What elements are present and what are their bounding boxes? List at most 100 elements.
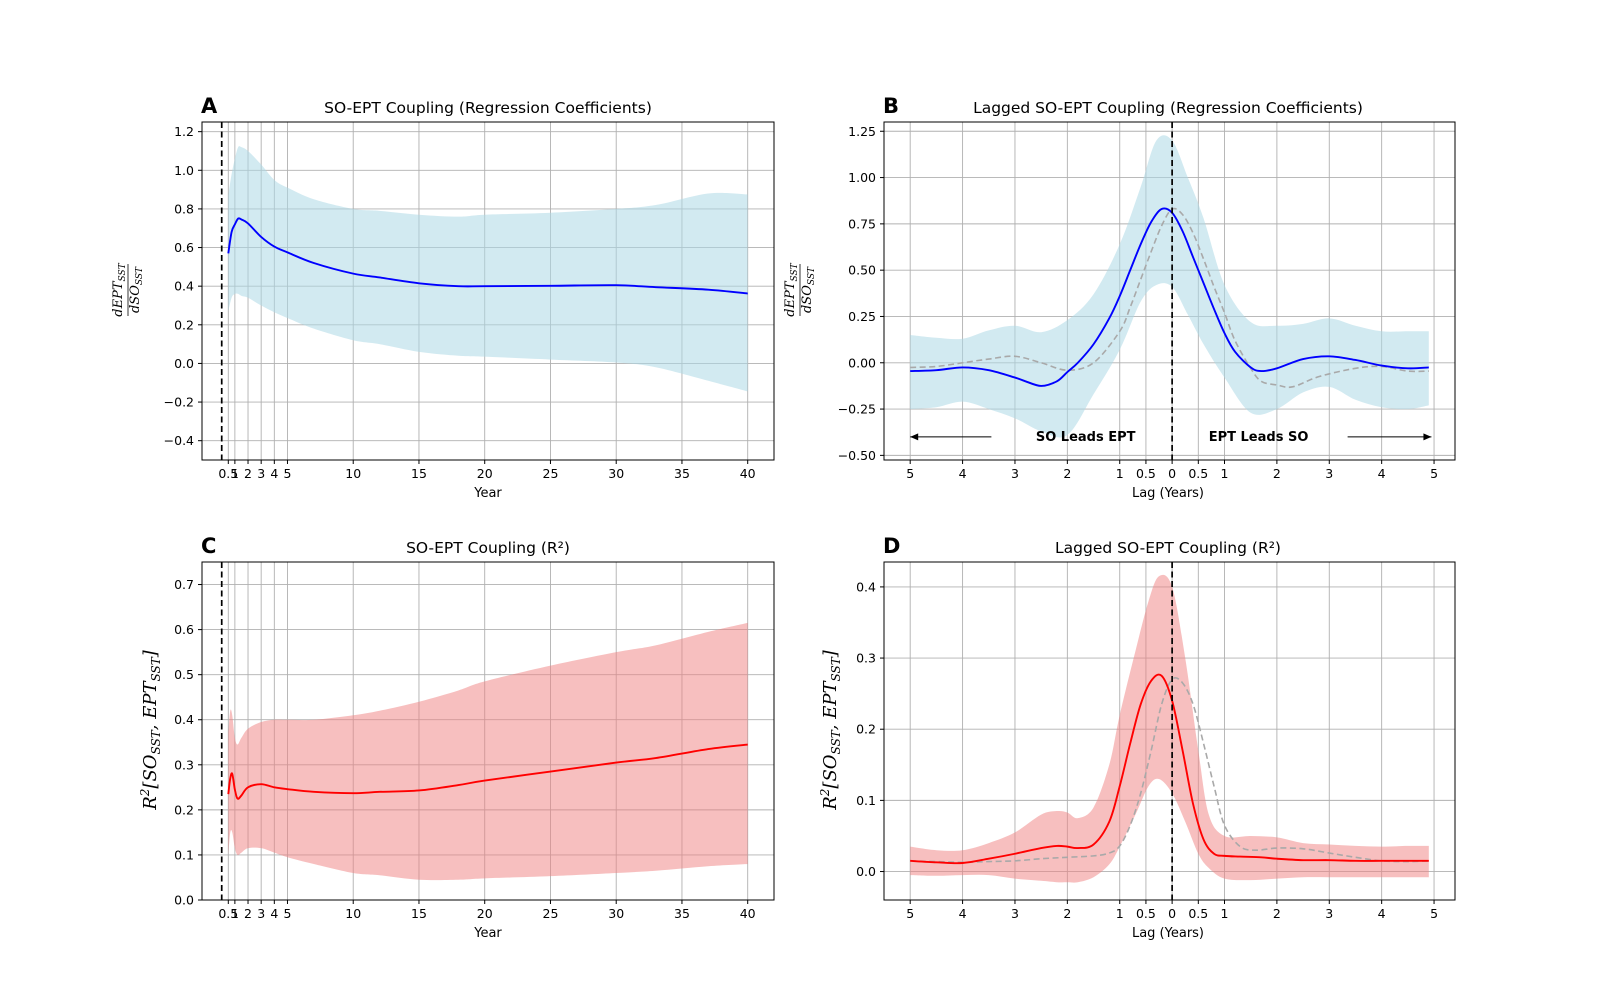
panel-c-x-tick-label: 2 [244,906,252,921]
panel-letter-c: C [201,534,216,558]
panel-b-confidence-band [910,135,1429,438]
panel-b-x-tick-label: 4 [959,466,967,481]
panel-b-x-tick-label: 4 [1378,466,1386,481]
panel-c-x-tick-label: 20 [477,906,493,921]
panel-b-x-tick-label: 5 [1430,466,1438,481]
panel-a-y-tick-label: 0.2 [174,317,194,332]
panel-b-mean-line [910,207,1429,387]
panel-b-x-tick-label: 5 [906,466,914,481]
panel-d-x-tick-label: 1 [1221,906,1229,921]
panel-a-x-tick-label: 15 [411,466,427,481]
panel-letter-a: A [201,94,218,118]
panel-c-mean-line [227,743,748,800]
panel-b-annotation: EPT Leads SO [1209,430,1309,445]
panel-c-x-tick-label: 1 [231,906,239,921]
panel-d-x-tick-label: 2 [1273,906,1281,921]
panel-d-x-tick-label: 3 [1011,906,1019,921]
panel-c-axes-frame [201,561,775,901]
panel-a-y-tick-label: 0.4 [174,279,194,294]
panel-c-y-ticks: 0.0 0.1 0.2 0.3 0.4 0.5 0.6 0.7 [174,577,202,908]
panel-c-confidence-band [228,622,748,881]
panel-b-x-axis-label: Lag (Years) [1132,486,1204,501]
panel-a-x-tick-label: 40 [740,466,756,481]
panel-b-arrow-head [1423,433,1432,441]
panel-d-y-tick-label: 0.2 [856,722,876,737]
panel-c-x-axis-label: Year [473,926,502,941]
panel-c-x-tick-label: 5 [283,906,291,921]
panel-d-frame [883,561,1456,901]
panel-b-annotations: SO Leads EPT EPT Leads SO [910,430,1432,445]
panel-d-x-tick-label: 0.5 [1136,906,1156,921]
panel-d: D Lagged SO-EPT Coupling (R²) 5 4 3 2 1 0.5 0 0… [818,534,1456,941]
panel-c-x-tick-label: 35 [674,906,690,921]
panel-a-y-tick-label: −0.2 [164,395,194,410]
panel-a-y-tick-label: 1.2 [174,124,194,139]
panel-a-band-area [228,146,748,392]
panel-d-y-tick-label: 0.3 [856,651,876,666]
panel-a: A SO-EPT Coupling (Regression Coefficien… [111,94,775,501]
panel-a-x-tick-label: 5 [283,466,291,481]
panel-c-frame [201,561,775,901]
panel-d-x-tick-label: 2 [1063,906,1071,921]
panel-c-x-ticks: 0.51 2 3 4 5 10 15 20 25 30 35 40 [218,900,756,921]
panel-b-frame [883,121,1456,461]
panel-b-axes-frame [883,121,1456,461]
panel-b-y-tick-label: 0.50 [848,263,876,278]
panel-a-x-tick-label: 1 [231,466,239,481]
panel-b-y-tick-label: 1.00 [848,170,876,185]
panel-a-y-tick-label: 1.0 [174,163,194,178]
panel-d-y-tick-label: 0.4 [856,579,876,594]
panel-b-y-tick-label: −0.50 [838,448,876,463]
panel-a-x-tick-label: 20 [477,466,493,481]
panel-d-x-tick-label: 4 [959,906,967,921]
panel-d-band-area [910,574,1429,883]
panel-d-x-tick-label: 1 [1116,906,1124,921]
panel-b-x-tick-label: 0 [1168,466,1176,481]
panel-d-x-ticks: 5 4 3 2 1 0.5 0 0.5 1 2 3 4 5 [906,900,1438,921]
panel-c-y-tick-label: 0.3 [174,757,194,772]
panel-d-x-tick-label: 3 [1325,906,1333,921]
panel-d-x-tick-label: 0 [1168,906,1176,921]
panel-d-x-tick-label: 5 [906,906,914,921]
panel-c-x-tick-label: 30 [608,906,624,921]
panel-a-x-tick-label: 10 [345,466,361,481]
panel-a-x-axis-label: Year [473,486,502,501]
panel-a-frame [201,121,775,461]
panel-b-reference-line [910,207,1429,389]
panel-c-title: SO-EPT Coupling (R²) [406,539,570,557]
panel-a-title: SO-EPT Coupling (Regression Coefficients… [324,99,652,117]
panel-b-x-tick-label: 3 [1011,466,1019,481]
panel-a-lines [220,122,748,460]
panel-d-reference-line [910,677,1429,864]
panel-b-band-area [910,135,1429,438]
panel-b-annotation: SO Leads EPT [1036,430,1136,445]
panel-b-y-tick-label: 0.00 [848,355,876,370]
panel-b-y-ticks: −0.50 −0.25 0.00 0.25 0.50 0.75 1.00 1.25 [838,124,884,463]
panel-b-title: Lagged SO-EPT Coupling (Regression Coeff… [973,99,1363,117]
panel-c-x-tick-label: 3 [257,906,265,921]
panel-b-x-tick-label: 0.5 [1136,466,1156,481]
panel-a-x-tick-label: 3 [257,466,265,481]
panel-c-y-tick-label: 0.5 [174,667,194,682]
panel-a-y-tick-label: 0.0 [174,356,194,371]
panel-b-x-tick-label: 3 [1325,466,1333,481]
panel-a-x-tick-label: 4 [270,466,278,481]
panel-a-axes-frame [201,121,775,461]
panel-c-x-tick-label: 25 [543,906,559,921]
panel-c-x-tick-label: 40 [740,906,756,921]
panel-a-y-tick-label: 0.8 [174,201,194,216]
panel-a-x-tick-label: 2 [244,466,252,481]
panel-d-x-tick-label: 5 [1430,906,1438,921]
panel-d-title: Lagged SO-EPT Coupling (R²) [1055,539,1281,557]
panel-b-x-tick-label: 1 [1116,466,1124,481]
panel-c-y-tick-label: 0.6 [174,622,194,637]
panel-b-x-ticks: 5 4 3 2 1 0.5 0 0.5 1 2 3 4 5 [906,460,1438,481]
panel-letter-d: D [883,534,900,558]
panel-d-x-tick-label: 0.5 [1188,906,1208,921]
panel-c-y-tick-label: 0.1 [174,847,194,862]
panel-b-arrow-head [910,433,919,441]
panel-b-x-tick-label: 2 [1273,466,1281,481]
panel-d-mean-line [910,673,1429,865]
panel-d-confidence-band [910,574,1429,883]
